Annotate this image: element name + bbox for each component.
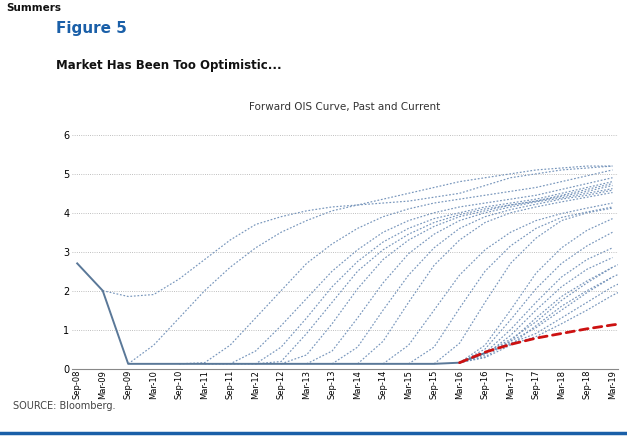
Title: Forward OIS Curve, Past and Current: Forward OIS Curve, Past and Current [249, 102, 441, 112]
Text: SOURCE: Bloomberg.: SOURCE: Bloomberg. [13, 401, 115, 412]
Text: Market Has Been Too Optimistic...: Market Has Been Too Optimistic... [56, 59, 282, 71]
Text: Figure 5: Figure 5 [56, 21, 127, 36]
Text: Summers: Summers [6, 3, 61, 13]
